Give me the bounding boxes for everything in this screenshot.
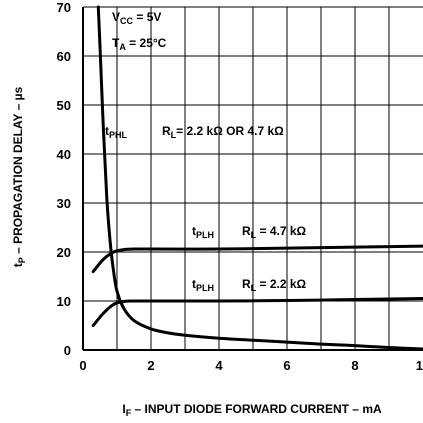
x-tick-label: 2 bbox=[147, 358, 154, 373]
y-tick-label: 20 bbox=[57, 245, 71, 260]
tphl-label: tPHL bbox=[105, 124, 128, 140]
y-tick-label: 50 bbox=[57, 98, 71, 113]
y-tick-label: 0 bbox=[64, 343, 71, 358]
x-tick-label: 6 bbox=[283, 358, 290, 373]
axes bbox=[82, 7, 423, 351]
y-tick-label: 60 bbox=[57, 49, 71, 64]
tplh-4k7-label: tPLH bbox=[192, 224, 214, 240]
x-tick-label: 8 bbox=[351, 358, 358, 373]
grid bbox=[83, 6, 423, 350]
y-tick-label: 30 bbox=[57, 196, 71, 211]
y-tick-label: 40 bbox=[57, 147, 71, 162]
ta-annotation: TA = 25°C bbox=[112, 36, 167, 52]
tplh-2k2-condition: RL = 2.2 kΩ bbox=[242, 277, 307, 293]
x-axis-title: IF – INPUT DIODE FORWARD CURRENT – mA bbox=[122, 402, 382, 418]
x-tick-label: 10 bbox=[416, 358, 423, 373]
x-tick-label: 4 bbox=[215, 358, 223, 373]
tplh-4k7-condition: RL = 4.7 kΩ bbox=[242, 224, 307, 240]
tplh-2k2-label: tPLH bbox=[192, 277, 214, 293]
y-axis-title: tP – PROPAGATION DELAY – µs bbox=[11, 86, 27, 267]
tphl-condition: RL= 2.2 kΩ OR 4.7 kΩ bbox=[162, 124, 284, 140]
y-tick-label: 70 bbox=[57, 0, 71, 15]
data-curves bbox=[91, 5, 423, 351]
tplh-2k2-curve bbox=[91, 297, 423, 327]
tplh-4k7-curve bbox=[91, 244, 423, 274]
tick-labels: 0 2 4 6 8 10 0 10 20 30 40 50 60 70 bbox=[57, 0, 423, 373]
tphl-curve bbox=[96, 5, 423, 351]
x-tick-label: 0 bbox=[79, 358, 86, 373]
vcc-annotation: VCC = 5V bbox=[112, 10, 161, 26]
y-tick-label: 10 bbox=[57, 294, 71, 309]
